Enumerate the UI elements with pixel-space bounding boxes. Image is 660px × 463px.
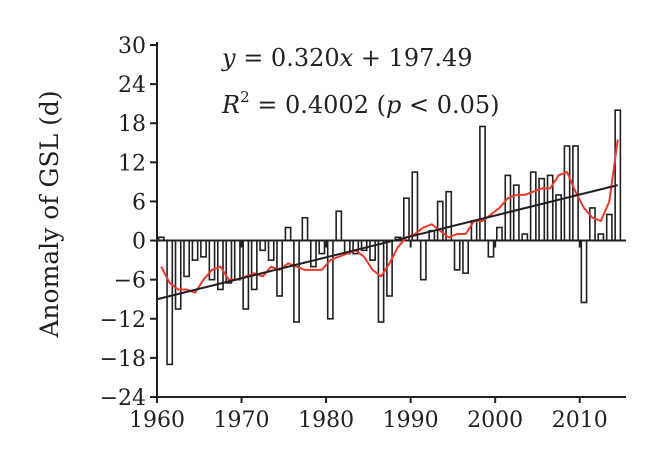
bar-1972: [259, 239, 267, 252]
y-tick-label: −12: [100, 308, 146, 333]
linear-trend-line: [156, 184, 619, 301]
bar-2013: [605, 213, 613, 242]
y-tick-label: 0: [132, 230, 146, 255]
bar-2010: [580, 239, 588, 304]
y-tick-label: −24: [100, 386, 146, 411]
y-tick-label: 30: [118, 34, 146, 59]
bar-1979: [318, 239, 326, 255]
regression-equation: y = 0.320x + 197.49: [221, 44, 473, 72]
bar-series: [157, 109, 622, 366]
y-tick-label: 12: [118, 151, 146, 176]
bar-1978: [309, 239, 317, 268]
bar-1969: [233, 239, 241, 281]
bar-2008: [563, 145, 571, 242]
bar-1962: [174, 239, 182, 310]
bar-1985: [369, 239, 377, 261]
y-axis-label: Anomaly of GSL (d): [35, 90, 64, 338]
bar-2011: [588, 207, 596, 242]
bar-1961: [166, 239, 174, 366]
bar-1991: [419, 239, 427, 281]
y-tick-label: 24: [118, 73, 146, 98]
x-tick-label: 1990: [383, 408, 439, 433]
bar-1987: [386, 239, 393, 297]
bar-2007: [555, 194, 563, 242]
bar-1973: [267, 239, 275, 261]
bar-2000: [495, 226, 503, 242]
bar-1990: [411, 171, 419, 242]
bar-1965: [200, 239, 207, 258]
bar-2001: [504, 174, 512, 242]
y-tick-label: −18: [100, 347, 146, 372]
bar-1996: [462, 239, 470, 274]
bar-1966: [208, 239, 216, 281]
bar-1980: [326, 239, 334, 320]
bar-1986: [377, 239, 385, 323]
equation-annotation: y = 0.320x + 197.49 R2 = 0.4002 (p < 0.0…: [221, 44, 500, 119]
bar-1975: [284, 226, 292, 242]
bar-2002: [512, 184, 520, 242]
bar-1963: [183, 239, 191, 278]
y-tick-label: 6: [132, 190, 146, 215]
bar-1998: [479, 125, 486, 242]
r-squared-annotation: R2 = 0.4002 (p < 0.05): [221, 88, 500, 119]
axes: [150, 42, 626, 403]
y-tick-label: −6: [114, 269, 146, 294]
y-axis-title: Anomaly of GSL (d): [35, 90, 64, 338]
bar-1981: [335, 210, 343, 242]
x-tick-label: 1960: [129, 408, 185, 433]
x-tick-label: 1970: [214, 408, 270, 433]
bar-1977: [301, 216, 309, 242]
bar-1989: [402, 197, 410, 242]
x-tick-label: 2010: [552, 408, 608, 433]
bar-2014: [614, 109, 622, 242]
bar-1976: [293, 239, 300, 323]
bar-1964: [191, 239, 199, 261]
bar-1999: [487, 239, 495, 258]
bar-1995: [453, 239, 461, 271]
y-tick-label: 18: [118, 112, 146, 137]
bar-1994: [445, 190, 453, 242]
x-tick-label: 1980: [298, 408, 354, 433]
bar-1993: [436, 200, 444, 242]
x-tick-label: 2000: [467, 408, 523, 433]
line-series: [156, 139, 619, 301]
bar-1971: [250, 239, 258, 291]
